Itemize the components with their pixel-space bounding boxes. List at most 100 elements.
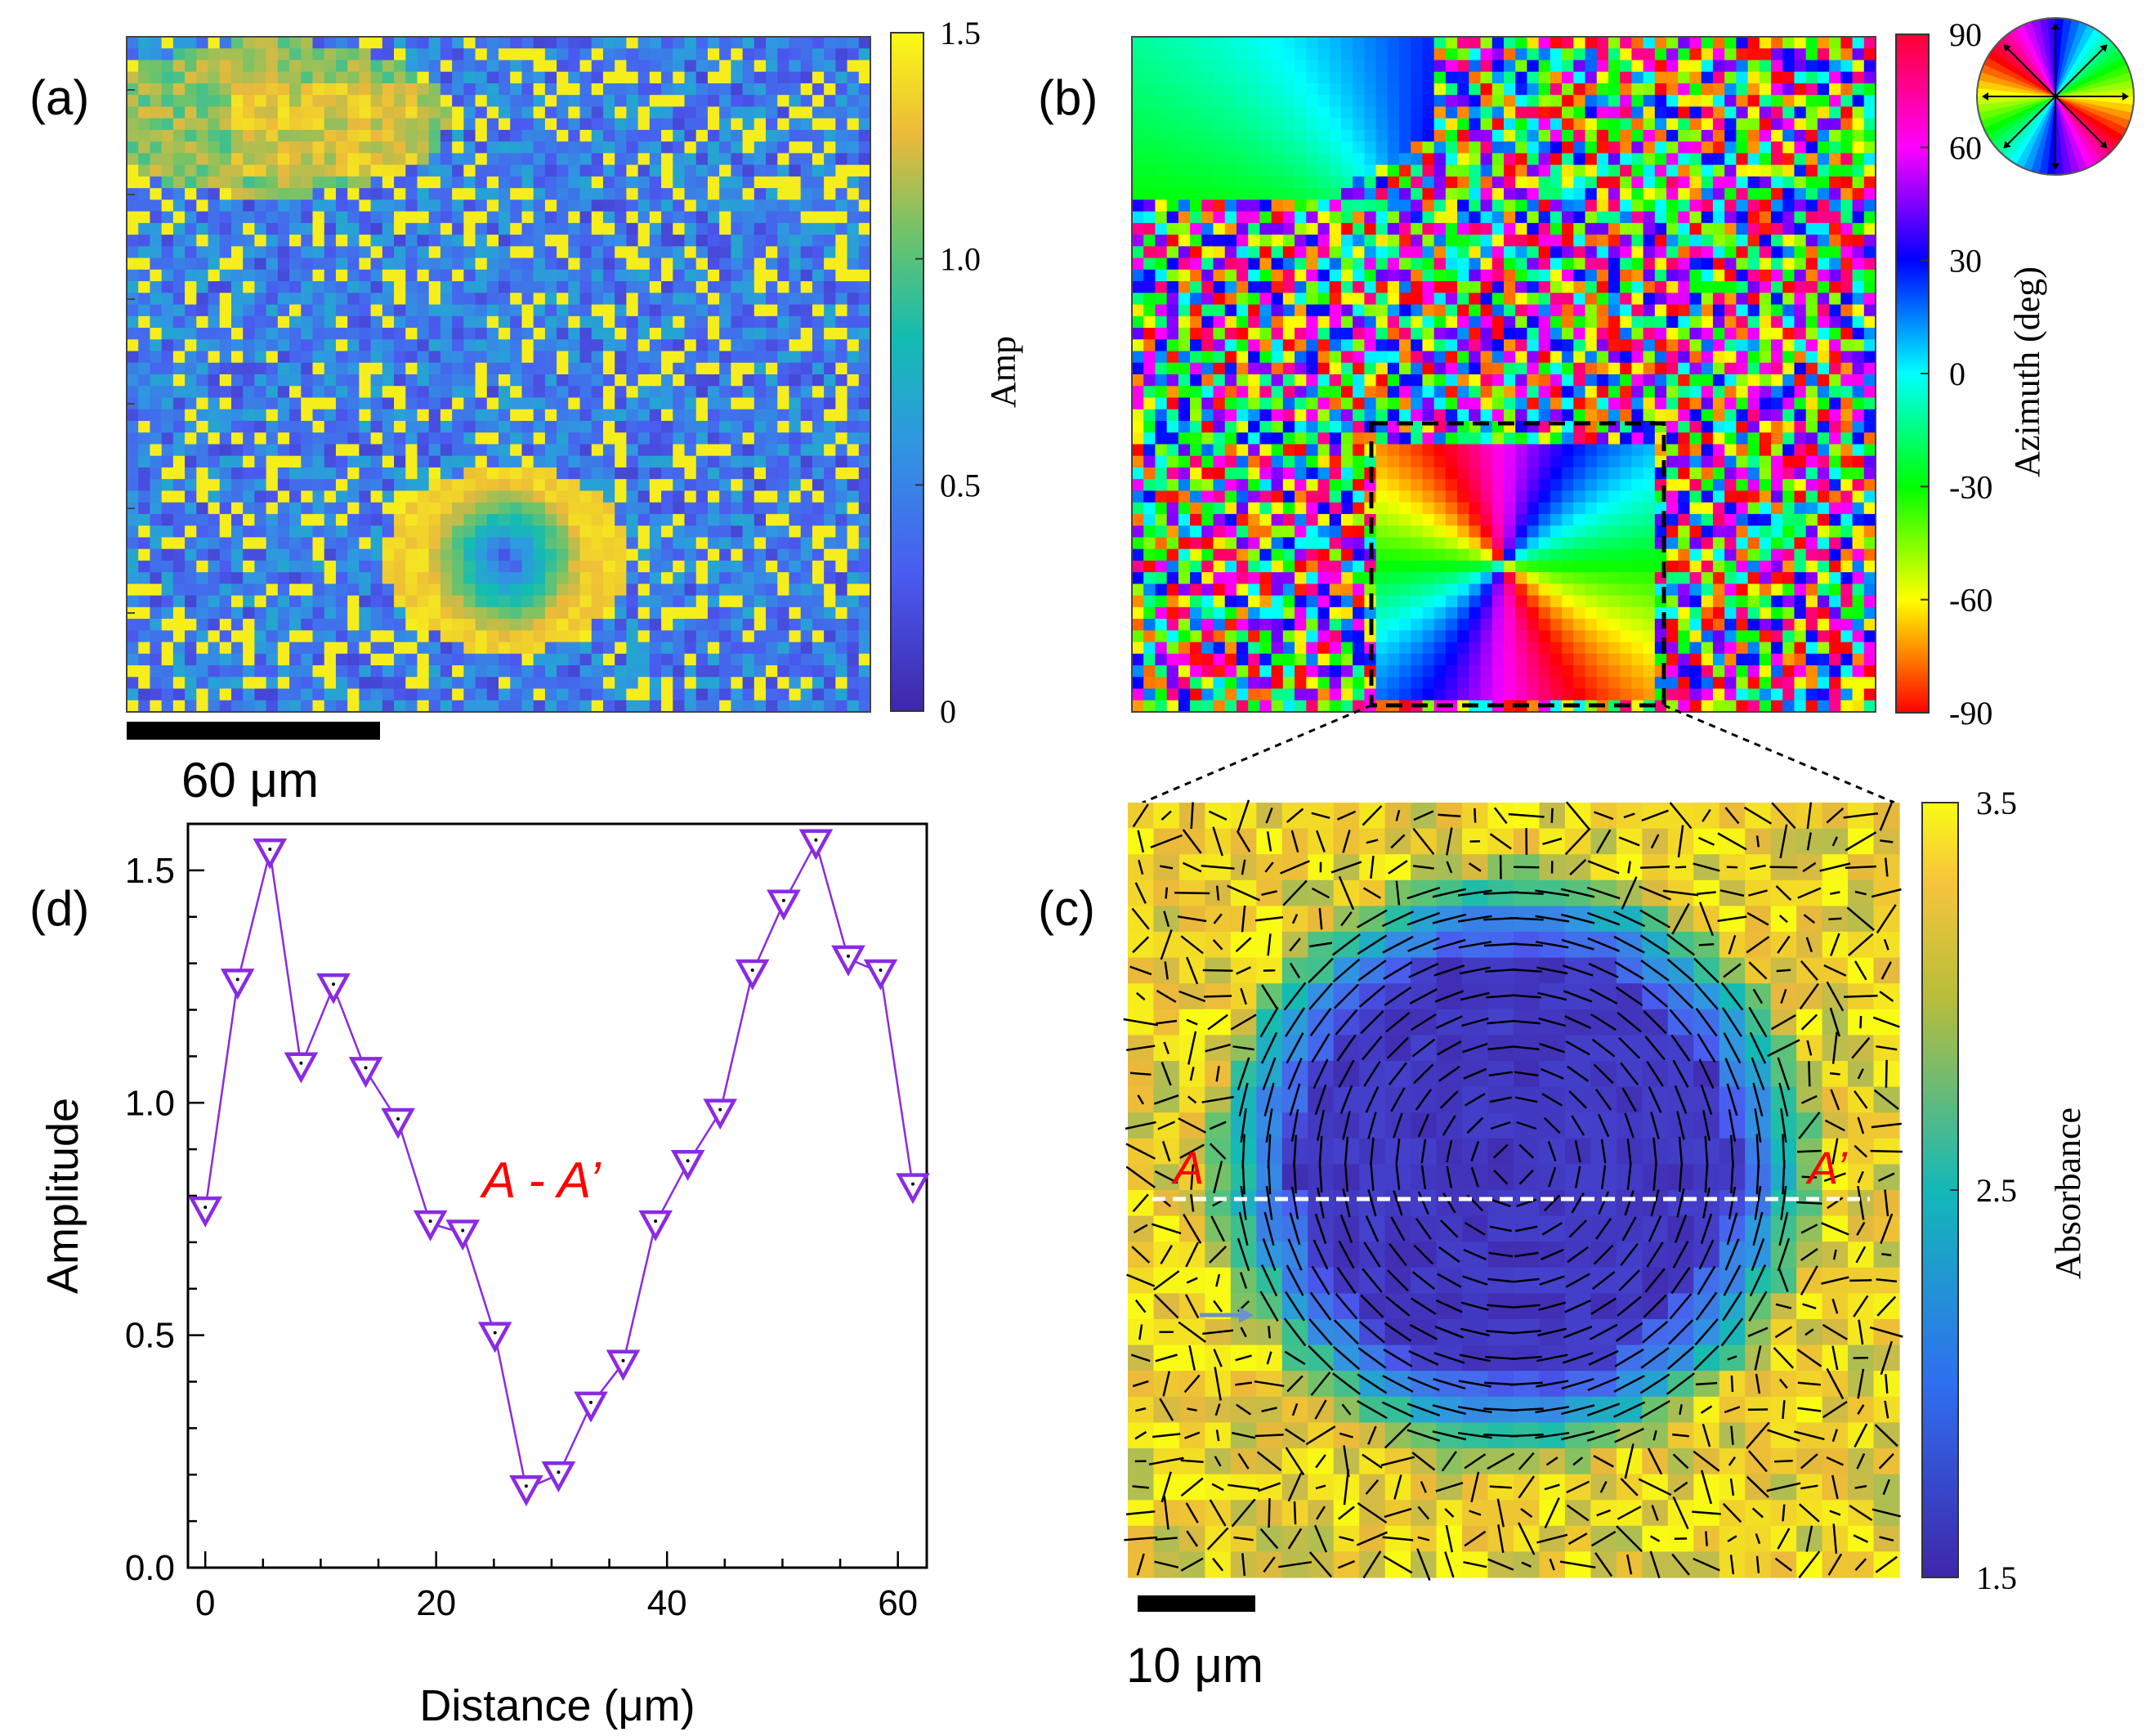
heatmap-cell xyxy=(1317,106,1330,119)
heatmap-cell xyxy=(172,269,186,282)
heatmap-cell xyxy=(324,328,337,340)
heatmap-cell xyxy=(1747,95,1760,108)
heatmap-cell xyxy=(266,432,279,445)
heatmap-cell xyxy=(1236,71,1249,84)
heatmap-cell xyxy=(161,83,174,96)
heatmap-cell xyxy=(557,222,569,235)
heatmap-cell xyxy=(208,572,221,584)
heatmap-cell xyxy=(1155,48,1168,61)
heatmap-cell xyxy=(277,420,290,433)
heatmap-cell xyxy=(1643,141,1656,154)
heatmap-cell xyxy=(150,211,163,224)
heatmap-cell xyxy=(1817,118,1830,131)
heatmap-cell xyxy=(347,548,360,562)
heatmap-cell xyxy=(835,188,848,200)
heatmap-cell xyxy=(1457,60,1469,73)
heatmap-cell xyxy=(510,537,523,550)
heatmap-cell xyxy=(521,83,534,96)
heatmap-cell xyxy=(428,677,441,690)
heatmap-cell xyxy=(138,455,151,468)
heatmap-cell xyxy=(510,700,523,713)
heatmap-cell xyxy=(161,688,174,701)
heatmap-cell xyxy=(789,665,802,678)
heatmap-cell xyxy=(243,467,256,480)
heatmap-cell xyxy=(172,537,186,550)
heatmap-cell xyxy=(533,374,546,387)
heatmap-cell xyxy=(544,432,557,445)
heatmap-cell xyxy=(858,548,871,562)
heatmap-cell xyxy=(382,619,395,631)
heatmap-cell xyxy=(150,199,163,213)
heatmap-cell xyxy=(544,467,557,480)
heatmap-cell xyxy=(1538,188,1551,200)
heatmap-cell xyxy=(405,83,418,96)
heatmap-cell xyxy=(1573,118,1586,131)
heatmap-cell xyxy=(428,37,441,49)
heatmap-cell xyxy=(1771,153,1783,166)
heatmap-cell xyxy=(673,537,686,550)
heatmap-cell xyxy=(394,176,406,189)
heatmap-cell xyxy=(463,432,476,445)
heatmap-cell xyxy=(789,293,802,306)
heatmap-cell xyxy=(347,37,360,49)
heatmap-cell xyxy=(510,606,523,620)
heatmap-cell xyxy=(138,642,151,655)
heatmap-cell xyxy=(1712,95,1725,108)
heatmap-cell xyxy=(394,293,406,306)
heatmap-cell xyxy=(196,513,209,526)
heatmap-cell xyxy=(637,315,651,329)
heatmap-cell xyxy=(557,164,569,177)
heatmap-cell xyxy=(1282,176,1295,189)
heatmap-cell xyxy=(1840,48,1854,61)
heatmap-cell xyxy=(230,502,244,515)
heatmap-cell xyxy=(1852,129,1865,142)
heatmap-cell xyxy=(475,281,488,293)
heatmap-cell xyxy=(463,642,476,655)
heatmap-cell xyxy=(533,420,546,433)
heatmap-cell xyxy=(510,199,523,213)
heatmap-cell xyxy=(440,129,453,142)
heatmap-cell xyxy=(1306,129,1319,142)
heatmap-cell xyxy=(557,293,569,306)
heatmap-cell xyxy=(766,83,778,96)
heatmap-cell xyxy=(568,293,581,306)
heatmap-cell xyxy=(1364,60,1377,73)
heatmap-cell xyxy=(626,60,639,73)
heatmap-cell xyxy=(1445,188,1458,200)
heatmap-cell xyxy=(1166,164,1179,177)
heatmap-cell xyxy=(347,118,360,131)
heatmap-cell xyxy=(463,304,476,317)
heatmap-cell xyxy=(1491,246,1505,259)
heatmap-cell xyxy=(1248,37,1261,49)
heatmap-cell xyxy=(138,630,151,643)
heatmap-cell xyxy=(335,304,348,317)
heatmap-cell xyxy=(486,548,499,562)
heatmap-cell xyxy=(1340,106,1353,119)
heatmap-cell xyxy=(1422,164,1435,177)
heatmap-cell xyxy=(208,60,221,73)
heatmap-cell xyxy=(835,700,848,713)
heatmap-cell xyxy=(486,688,499,701)
heatmap-cell xyxy=(1817,83,1830,96)
heatmap-cell xyxy=(289,560,302,573)
heatmap-cell xyxy=(172,432,186,445)
heatmap-cell xyxy=(452,606,464,620)
heatmap-cell xyxy=(1317,211,1330,224)
heatmap-cell xyxy=(301,95,314,108)
heatmap-cell xyxy=(626,235,639,247)
heatmap-cell xyxy=(463,479,476,492)
heatmap-cell xyxy=(1259,257,1272,271)
heatmap-cell xyxy=(579,362,593,375)
heatmap-cell xyxy=(1538,141,1551,154)
heatmap-cell xyxy=(452,83,464,96)
heatmap-cell xyxy=(428,642,441,655)
heatmap-cell xyxy=(824,304,836,317)
heatmap-cell xyxy=(615,37,628,49)
heatmap-cell xyxy=(1550,141,1563,154)
heatmap-cell xyxy=(475,235,488,247)
heatmap-cell xyxy=(847,420,860,433)
heatmap-cell xyxy=(335,293,348,306)
heatmap-cell xyxy=(847,665,860,678)
heatmap-cell xyxy=(1631,37,1644,49)
heatmap-cell xyxy=(312,619,325,631)
